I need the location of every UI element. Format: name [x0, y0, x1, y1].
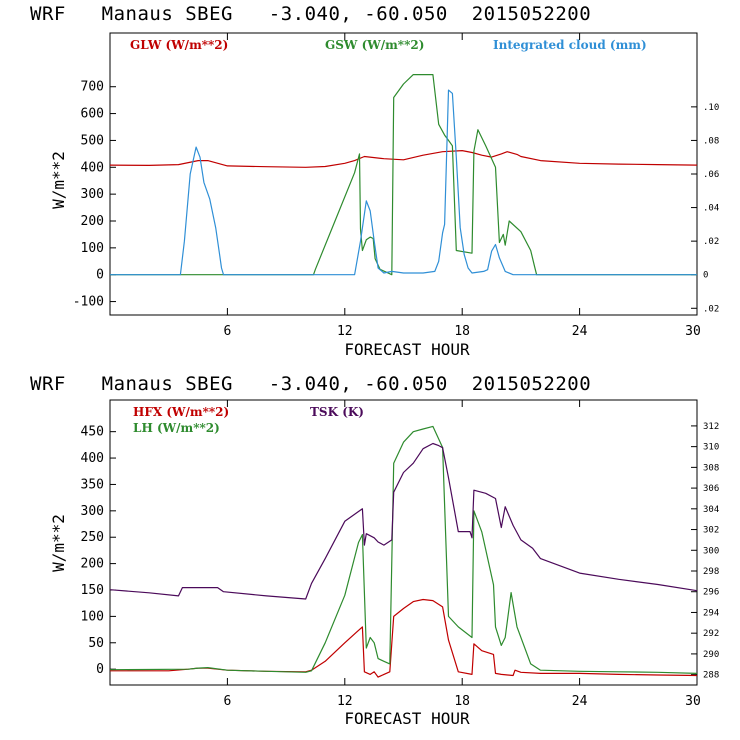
y-tick-label: 0: [96, 268, 104, 283]
y-tick-label: 100: [81, 241, 104, 256]
y-tick-label: 400: [81, 451, 104, 466]
y2-tick-label: .02: [703, 237, 719, 247]
y2-tick-label: 292: [703, 629, 719, 639]
series-line-gsw: [110, 73, 697, 276]
x-tick-label: 24: [572, 694, 588, 709]
y2-tick-label: 290: [703, 650, 719, 660]
legend-hfx: HFX (W/m**2): [133, 405, 229, 419]
y2-tick-label: 308: [703, 463, 719, 473]
chart-top: WRF Manaus SBEG -3.040, -60.050 20150522…: [30, 3, 719, 359]
y-tick-label: 100: [81, 609, 104, 624]
x-tick-label: 6: [223, 694, 231, 709]
chart-bottom-legend: HFX (W/m**2) LH (W/m**2) TSK (K): [133, 405, 364, 435]
chart-top-xlabel: FORECAST HOUR: [344, 340, 470, 359]
y2-tick-label: 0: [703, 271, 708, 281]
y-tick-label: 600: [81, 107, 104, 122]
legend-gsw: GSW (W/m**2): [325, 38, 424, 52]
y-tick-label: 400: [81, 160, 104, 175]
series-line-hfx: [110, 598, 698, 678]
y-tick-label: -100: [73, 295, 104, 310]
chart-bottom: WRF Manaus SBEG -3.040, -60.050 20150522…: [30, 373, 719, 728]
y-tick-label: 0: [96, 662, 104, 677]
y-tick-label: 450: [81, 425, 104, 440]
legend-lh: LH (W/m**2): [133, 421, 220, 435]
y2-tick-label: 300: [703, 546, 719, 556]
legend-tsk: TSK (K): [310, 405, 364, 419]
y2-tick-label: 302: [703, 526, 719, 536]
series-line-integrated: [110, 89, 697, 276]
series-line-tsk: [109, 442, 698, 600]
chart-top-ylabel: W/m**2: [49, 151, 68, 209]
chart-bottom-y-ticks: 0 50 100 150 200 250 300 350 400 450: [81, 425, 116, 677]
y-tick-label: 350: [81, 477, 104, 492]
chart-bottom-series: [109, 425, 698, 678]
y-tick-label: 200: [81, 214, 104, 229]
y-tick-label: 300: [81, 504, 104, 519]
y-tick-label: 200: [81, 557, 104, 572]
chart-top-title: WRF Manaus SBEG -3.040, -60.050 20150522…: [30, 3, 591, 25]
y-tick-label: 500: [81, 133, 104, 148]
y2-tick-label: 298: [703, 567, 719, 577]
chart-bottom-xlabel: FORECAST HOUR: [344, 709, 470, 728]
y2-tick-label: .04: [703, 204, 719, 214]
y2-tick-label: .06: [703, 170, 719, 180]
y2-tick-label: 310: [703, 443, 719, 453]
chart-bottom-y2-ticks: 288 290 292 294 296 298 300 302 304 306 308 310 312: [691, 422, 719, 681]
y2-tick-label: .08: [703, 136, 719, 146]
x-tick-label: 12: [337, 324, 353, 339]
x-tick-label: 30: [685, 694, 701, 709]
chart-top-x-ticks: 6 12 18 24 30: [223, 33, 701, 339]
y2-tick-label: 296: [703, 588, 719, 598]
x-tick-label: 6: [223, 324, 231, 339]
chart-bottom-title: WRF Manaus SBEG -3.040, -60.050 20150522…: [30, 373, 591, 395]
y-tick-label: 250: [81, 530, 104, 545]
legend-glw: GLW (W/m**2): [130, 38, 228, 52]
x-tick-label: 24: [572, 324, 588, 339]
chart-top-y-ticks: -100 0 100 200 300 400 500 600 700: [73, 80, 116, 310]
y-tick-label: 50: [88, 636, 104, 651]
chart-top-series: [109, 73, 698, 276]
chart-bottom-ylabel: W/m**2: [49, 514, 68, 572]
legend-cloud: Integrated cloud (mm): [493, 38, 647, 52]
y-tick-label: 300: [81, 187, 104, 202]
x-tick-label: 18: [454, 324, 470, 339]
y-tick-label: 150: [81, 583, 104, 598]
y2-tick-label: .02: [703, 304, 719, 314]
x-tick-label: 18: [454, 694, 470, 709]
y2-tick-label: 294: [703, 608, 719, 618]
y-tick-label: 700: [81, 80, 104, 95]
series-line-lh: [109, 425, 698, 674]
chart-bottom-x-ticks: 6 12 18 24 30: [223, 400, 701, 709]
x-tick-label: 12: [337, 694, 353, 709]
y2-tick-label: .10: [703, 103, 719, 113]
y2-tick-label: 304: [703, 505, 719, 515]
chart-top-y2-ticks: .02 0 .02 .04 .06 .08 .10: [691, 103, 719, 314]
series-line-glw: [109, 150, 698, 168]
x-tick-label: 30: [685, 324, 701, 339]
chart-top-legend: GLW (W/m**2) GSW (W/m**2) Integrated clo…: [130, 38, 647, 52]
y2-tick-label: 306: [703, 484, 719, 494]
y2-tick-label: 288: [703, 671, 719, 681]
chart-bottom-plot-frame: [109, 399, 698, 686]
y2-tick-label: 312: [703, 422, 719, 432]
